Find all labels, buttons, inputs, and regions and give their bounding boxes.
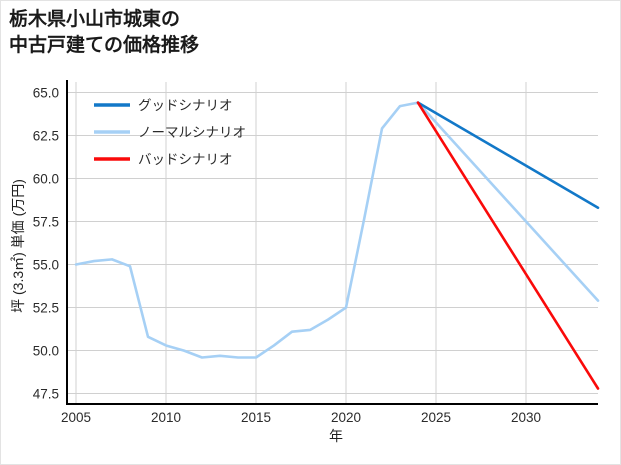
y-axis-label: 坪 (3.3㎡) 単価 (万円)	[10, 179, 26, 313]
y-tick-label: 57.5	[33, 214, 59, 229]
y-tick-label: 50.0	[33, 344, 59, 359]
gridlines-group	[67, 82, 598, 404]
series-line-2	[74, 101, 600, 359]
axis-spines	[65, 80, 598, 406]
chart-title: 栃木県小山市城東の 中古戸建ての価格推移	[9, 9, 200, 57]
y-tick-label: 52.5	[33, 301, 59, 316]
y-tick-label: 47.5	[33, 387, 59, 402]
x-tick-label: 2020	[331, 410, 361, 425]
x-tick-label: 2030	[511, 410, 541, 425]
x-axis-label: 年	[329, 428, 343, 444]
legend-label-3: バッドシナリオ	[138, 152, 233, 167]
y-tick-label: 60.0	[33, 171, 59, 186]
x-tick-label: 2005	[61, 410, 91, 425]
x-tick-label: 2010	[151, 410, 181, 425]
series-line-1	[416, 101, 600, 209]
legend-label-1: グッドシナリオ	[138, 98, 233, 113]
y-tick-labels: 47.5 50.0 52.5 55.0 57.5 60.0 62.5 65.0	[33, 85, 59, 401]
y-tick-label: 65.0	[33, 85, 59, 100]
x-tick-label: 2025	[421, 410, 451, 425]
series-group	[74, 101, 600, 390]
x-tick-label: 2015	[241, 410, 271, 425]
x-tick-labels: 2005 2010 2015 2020 2025 2030	[61, 410, 541, 425]
y-tick-label: 55.0	[33, 258, 59, 273]
y-tick-label: 62.5	[33, 128, 59, 143]
legend-label-2: ノーマルシナリオ	[138, 125, 246, 140]
series-line-3	[416, 101, 600, 390]
